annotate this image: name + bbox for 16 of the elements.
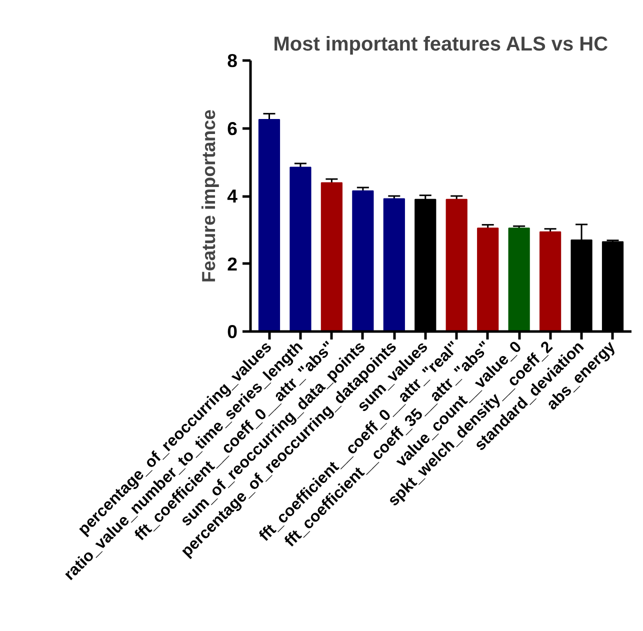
bar <box>540 231 562 332</box>
chart-title: Most important features ALS vs HC <box>273 34 608 56</box>
y-tick-label: 0 <box>227 321 238 342</box>
bar <box>352 190 374 332</box>
bar <box>477 228 499 332</box>
bar <box>508 228 530 332</box>
y-tick-label: 4 <box>227 186 238 206</box>
y-tick-label: 2 <box>227 253 238 274</box>
y-tick-label: 8 <box>227 50 238 71</box>
bar <box>290 166 312 332</box>
bar <box>320 182 342 332</box>
y-tick-label: 6 <box>227 118 238 139</box>
bar <box>258 118 280 332</box>
y-axis-title: Feature importance <box>198 109 220 283</box>
bar <box>383 198 405 332</box>
bar <box>446 198 468 332</box>
